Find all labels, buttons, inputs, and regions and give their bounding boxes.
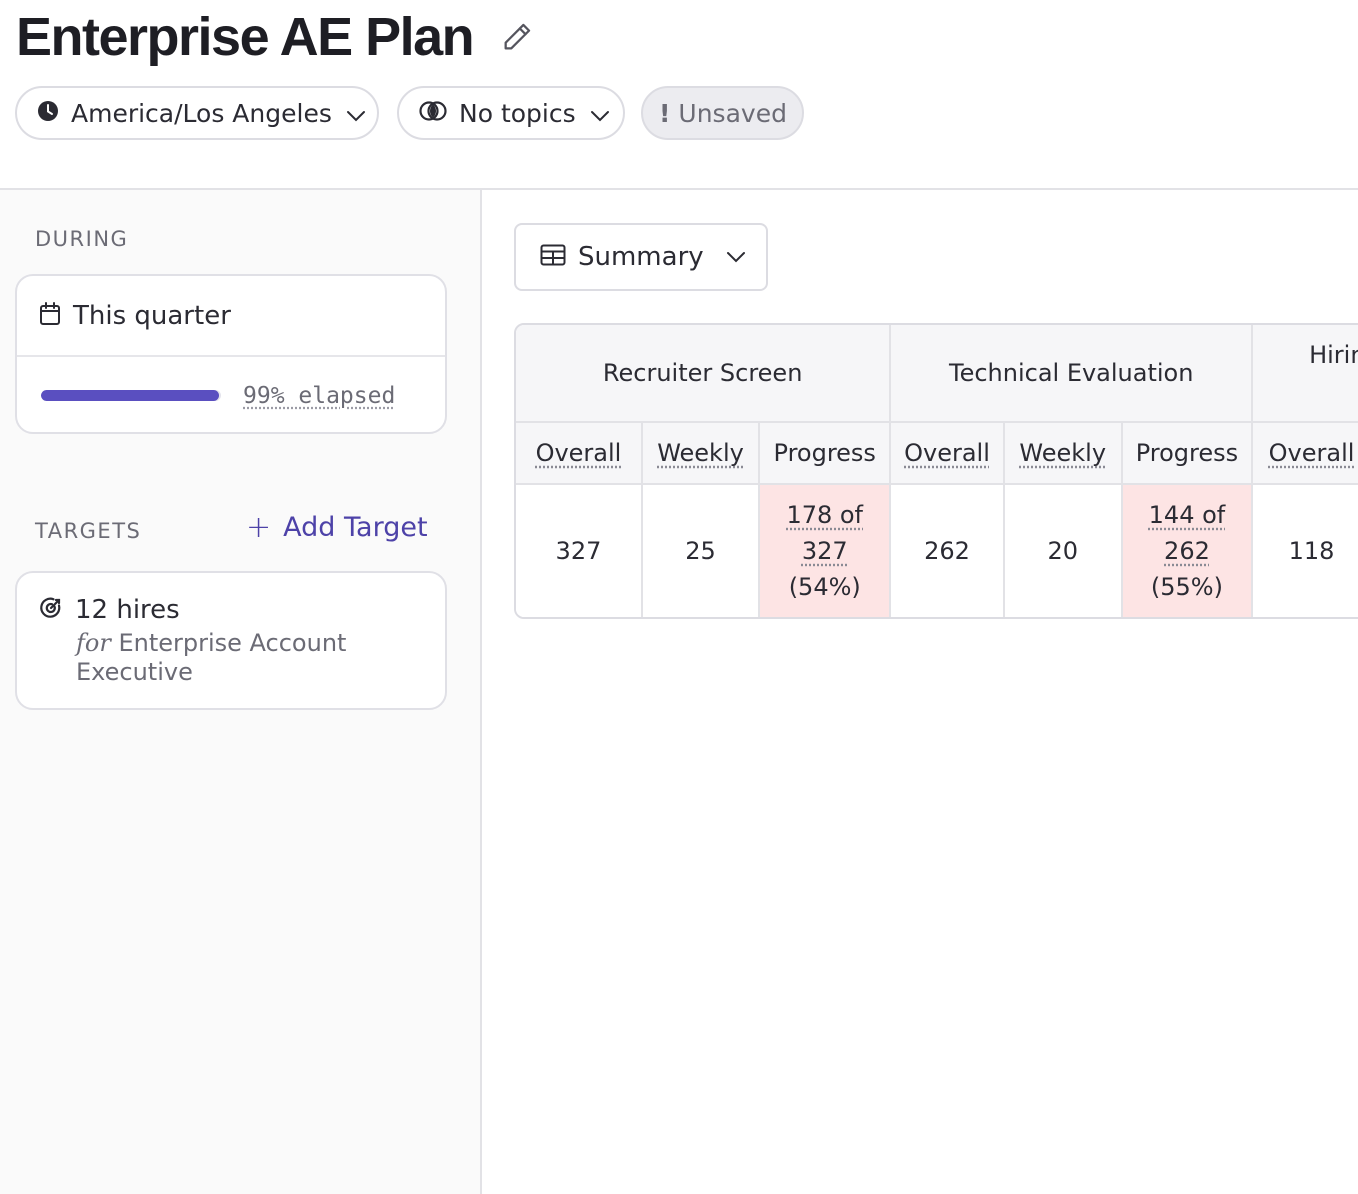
pencil-icon[interactable] <box>499 19 535 55</box>
group-header: Hirin <box>1252 325 1358 423</box>
column-header: Progress <box>1121 422 1254 485</box>
calendar-icon <box>39 301 61 330</box>
target-for-word: for <box>76 629 111 657</box>
progress-percent: (54%) <box>788 573 861 601</box>
table-row: 327 25 178 of 327 (54%) 262 20 144 of 26… <box>516 484 1358 617</box>
page-title: Enterprise AE Plan <box>16 7 475 67</box>
cell-progress[interactable]: 144 of 262 (55%) <box>1121 484 1254 617</box>
timezone-select[interactable]: America/Los Angeles <box>15 86 379 140</box>
exclamation-icon: ! <box>659 98 671 128</box>
cell-progress[interactable]: 178 of 327 (54%) <box>759 484 892 617</box>
column-header[interactable]: Overall <box>890 422 1005 485</box>
add-target-button[interactable]: + Add Target <box>246 510 428 545</box>
elapsed-row: 99% elapsed <box>17 357 445 434</box>
during-label: DURING <box>35 227 129 251</box>
view-label: Summary <box>578 242 704 272</box>
progress-total: 327 <box>801 537 848 565</box>
elapsed-progress-fill <box>41 390 220 401</box>
cell-overall: 262 <box>890 484 1005 617</box>
target-title: 12 hires <box>75 595 180 625</box>
elapsed-text[interactable]: 99% elapsed <box>243 382 396 409</box>
target-role: Enterprise Account Executive <box>76 629 347 686</box>
targets-label: TARGETS <box>35 519 142 543</box>
topics-icon <box>419 99 447 128</box>
chevron-down-icon <box>590 99 610 128</box>
unsaved-badge: ! Unsaved <box>641 86 804 140</box>
chevron-down-icon <box>346 99 366 128</box>
column-header[interactable]: Overall <box>1252 422 1358 485</box>
table-icon <box>540 244 566 270</box>
timezone-label: America/Los Angeles <box>71 98 332 128</box>
target-icon <box>39 596 63 624</box>
elapsed-progress-bar <box>41 390 221 401</box>
column-header: Progress <box>759 422 892 485</box>
plus-icon: + <box>246 510 272 545</box>
title-row: Enterprise AE Plan <box>16 2 535 72</box>
period-select[interactable]: This quarter <box>17 276 445 357</box>
cell-weekly: 25 <box>641 484 761 617</box>
period-label: This quarter <box>73 300 231 331</box>
period-card: This quarter 99% elapsed <box>15 274 447 434</box>
chevron-down-icon <box>726 248 746 267</box>
cell-overall: 327 <box>516 484 643 617</box>
topics-select[interactable]: No topics <box>397 86 625 140</box>
progress-count: 178 of <box>786 501 864 529</box>
topics-label: No topics <box>459 98 576 128</box>
main-content: Summary Recruiter Screen Technical Evalu… <box>482 190 1358 1194</box>
clock-icon <box>37 99 59 128</box>
progress-count: 144 of <box>1148 501 1226 529</box>
group-header: Technical Evaluation <box>890 325 1254 423</box>
page-header: Enterprise AE Plan America/Los Angeles <box>0 0 1358 190</box>
progress-total: 262 <box>1164 537 1210 565</box>
summary-table: Recruiter Screen Technical Evaluation Hi… <box>514 323 1358 619</box>
summary-grid: Recruiter Screen Technical Evaluation Hi… <box>516 325 1358 617</box>
cell-weekly: 20 <box>1003 484 1123 617</box>
unsaved-label: Unsaved <box>678 98 787 128</box>
column-header[interactable]: Weekly <box>1003 422 1123 485</box>
sidebar: DURING This quarter 99% elapsed <box>0 190 482 1194</box>
cell-overall: 118 <box>1252 484 1358 617</box>
group-header: Recruiter Screen <box>516 325 892 423</box>
progress-percent: (55%) <box>1150 573 1223 601</box>
column-header[interactable]: Overall <box>516 422 643 485</box>
view-select[interactable]: Summary <box>514 223 768 291</box>
target-subtitle: for Enterprise Account Executive <box>76 629 376 687</box>
column-header[interactable]: Weekly <box>641 422 761 485</box>
target-row: 12 hires <box>39 595 445 625</box>
add-target-label: Add Target <box>283 512 428 543</box>
target-card[interactable]: 12 hires for Enterprise Account Executiv… <box>15 571 447 710</box>
